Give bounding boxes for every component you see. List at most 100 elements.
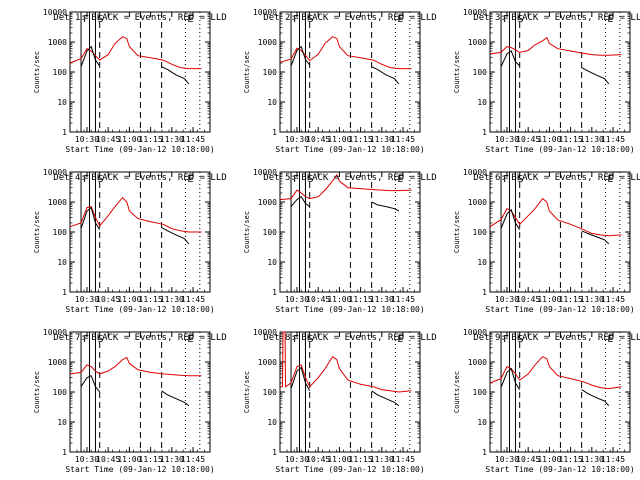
marker-label-s: S — [97, 174, 103, 185]
marker-label-s: S — [517, 174, 523, 185]
y-tick-label: 10 — [57, 258, 67, 267]
series-line-events — [290, 45, 311, 67]
y-tick-label: 10 — [477, 258, 487, 267]
x-tick-label: 10:30 — [285, 295, 309, 304]
y-axis-label: Counts/sec — [453, 371, 461, 413]
x-axis-label: Start Time (09-Jan-12 10:18:00) — [485, 305, 634, 314]
x-tick-label: 10:30 — [495, 455, 519, 464]
x-tick-label: 11:00 — [327, 295, 351, 304]
marker-label-e: E — [187, 174, 193, 185]
x-axis-label: Start Time (09-Jan-12 10:18:00) — [275, 145, 424, 154]
x-tick-label: 11:00 — [537, 295, 561, 304]
x-tick-label: 10:45 — [96, 455, 120, 464]
y-tick-label: 10000 — [463, 8, 487, 17]
x-axis-label: Start Time (09-Jan-12 10:18:00) — [65, 465, 214, 474]
x-tick-label: 10:45 — [306, 455, 330, 464]
y-tick-label: 100 — [263, 68, 278, 77]
x-tick-label: 11:30 — [160, 295, 184, 304]
series-line-lld — [69, 36, 202, 70]
y-tick-label: 100 — [53, 68, 68, 77]
y-tick-label: 100 — [53, 228, 68, 237]
y-axis-label: Counts/sec — [33, 371, 41, 413]
y-tick-label: 100 — [263, 228, 278, 237]
chart-panel-det-9: 1 10 100 1000 10000 10:3010:4511:0011:1511:30… — [453, 328, 640, 474]
marker-label-e: E — [607, 174, 613, 185]
y-tick-label: 10000 — [253, 8, 277, 17]
marker-label-f: F — [83, 174, 89, 185]
x-tick-label: 11:30 — [580, 455, 604, 464]
chart-panel-det-7: 1 10 100 1000 10000 10:3010:4511:0011:1511:30… — [33, 328, 227, 474]
marker-label-s: S — [307, 14, 313, 25]
x-tick-label: 11:15 — [559, 295, 583, 304]
x-tick-label: 10:45 — [516, 455, 540, 464]
y-tick-label: 1000 — [468, 198, 487, 207]
marker-label-f: F — [293, 334, 299, 345]
series-line-lld — [279, 36, 412, 70]
x-tick-label: 10:45 — [96, 295, 120, 304]
y-axis-label: Counts/sec — [33, 51, 41, 93]
marker-label-s: S — [97, 334, 103, 345]
series-line-lld — [69, 356, 202, 377]
y-tick-label: 10 — [267, 418, 277, 427]
series-line-events — [581, 67, 610, 85]
chart-title: Det 4: BLACK = Events, RED = LLD — [53, 173, 226, 183]
y-axis-label: Counts/sec — [453, 211, 461, 253]
x-tick-label: 11:45 — [601, 455, 625, 464]
marker-label-e: E — [397, 14, 403, 25]
series-line-events — [500, 50, 521, 67]
marker-label-e: E — [607, 14, 613, 25]
y-tick-label: 10000 — [463, 328, 487, 337]
marker-label-e: E — [607, 334, 613, 345]
chart-panel-det-1: 1 10 100 1000 10000 10:3010:4511:0011:1511:30… — [33, 8, 227, 154]
series-line-events — [581, 389, 610, 407]
x-tick-label: 11:00 — [327, 135, 351, 144]
x-axis-label: Start Time (09-Jan-12 10:18:00) — [65, 145, 214, 154]
marker-label-f: F — [293, 14, 299, 25]
series-line-lld — [279, 173, 412, 201]
series-line-events — [80, 206, 101, 230]
y-tick-label: 100 — [473, 228, 488, 237]
marker-label-f: F — [503, 14, 509, 25]
x-tick-label: 10:45 — [516, 295, 540, 304]
x-tick-label: 11:15 — [349, 295, 373, 304]
chart-title: Det 7: BLACK = Events, RED = LLD — [53, 333, 226, 343]
y-tick-label: 10 — [57, 418, 67, 427]
series-line-events — [500, 367, 521, 390]
series-line-events — [80, 45, 101, 67]
y-tick-label: 10 — [267, 98, 277, 107]
y-tick-label: 10 — [477, 98, 487, 107]
y-axis-label: Counts/sec — [33, 211, 41, 253]
x-tick-label: 11:30 — [370, 295, 394, 304]
chart-title: Det 9: BLACK = Events, RED = LLD — [473, 333, 640, 343]
y-axis-label: Counts/sec — [243, 211, 251, 253]
x-tick-label: 11:15 — [349, 135, 373, 144]
y-tick-label: 10000 — [253, 168, 277, 177]
x-tick-label: 10:45 — [306, 295, 330, 304]
y-axis-label: Counts/sec — [453, 51, 461, 93]
series-line-events — [161, 227, 190, 245]
series-line-events — [371, 390, 400, 407]
x-tick-label: 11:30 — [370, 455, 394, 464]
chart-panel-det-3: 1 10 100 1000 10000 10:3010:4511:0011:1511:30… — [453, 8, 640, 154]
y-tick-label: 10 — [267, 258, 277, 267]
x-tick-label: 10:30 — [285, 135, 309, 144]
series-line-events — [290, 195, 311, 207]
marker-label-e: E — [397, 334, 403, 345]
chart-title: Det 2: BLACK = Events, RED = LLD — [263, 13, 436, 23]
marker-label-s: S — [97, 14, 103, 25]
x-tick-label: 11:45 — [391, 455, 415, 464]
y-tick-label: 1 — [482, 448, 487, 457]
x-tick-label: 10:30 — [495, 295, 519, 304]
x-tick-label: 11:30 — [370, 135, 394, 144]
x-tick-label: 11:15 — [559, 455, 583, 464]
y-tick-label: 100 — [473, 388, 488, 397]
x-axis-label: Start Time (09-Jan-12 10:18:00) — [65, 305, 214, 314]
marker-label-s: S — [517, 334, 523, 345]
x-tick-label: 11:00 — [537, 455, 561, 464]
series-line-events — [371, 201, 400, 212]
x-axis-label: Start Time (09-Jan-12 10:18:00) — [485, 145, 634, 154]
y-tick-label: 1000 — [48, 358, 67, 367]
x-axis-label: Start Time (09-Jan-12 10:18:00) — [275, 305, 424, 314]
x-tick-label: 11:45 — [181, 295, 205, 304]
